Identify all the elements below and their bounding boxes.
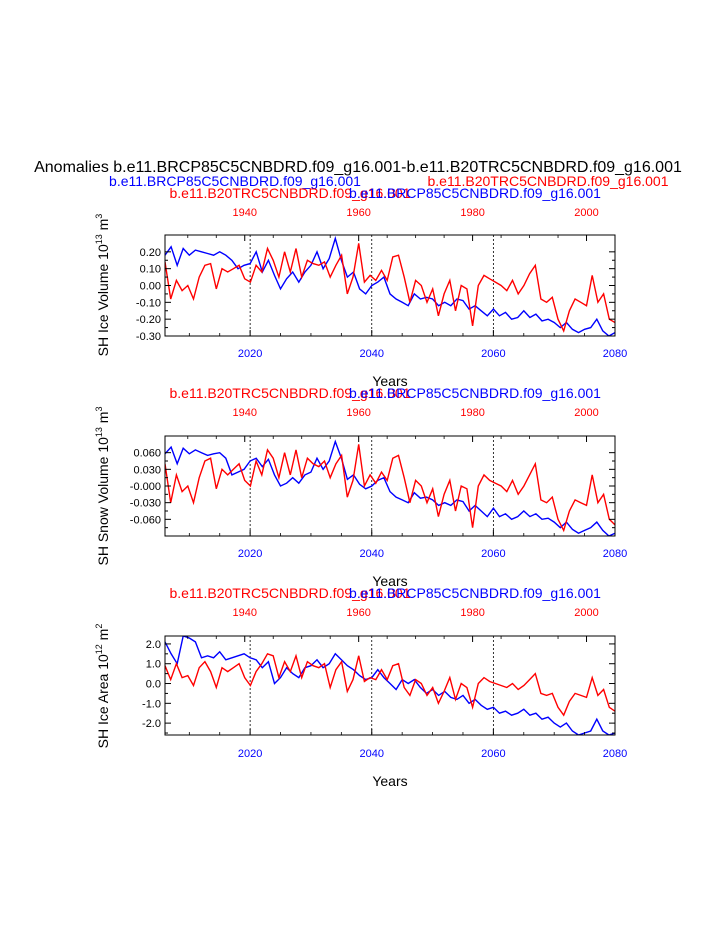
main-title: Anomalies b.e11.BRCP85C5CNBDRD.f09_g16.0… — [34, 159, 682, 176]
y-axis-label: SH Snow Volume 1013 m3 — [94, 407, 111, 566]
header-top-blue-label: b.e11.BRCP85C5CNBDRD.f09_g16.001 — [109, 173, 361, 189]
top-axis-tick-label: 1940 — [233, 207, 257, 219]
y-axis-tick-label: -0.30 — [136, 331, 161, 343]
bottom-axis-tick-label: 2060 — [481, 548, 505, 560]
top-axis-tick-label: 1940 — [233, 607, 257, 619]
y-axis-tick-label: -0.000 — [130, 481, 161, 493]
y-axis-tick-label: -0.20 — [136, 314, 161, 326]
bottom-axis-tick-label: 2080 — [603, 548, 627, 560]
x-axis-label: Years — [372, 773, 407, 789]
top-axis-tick-label: 2000 — [574, 207, 598, 219]
top-axis-tick-label: 2000 — [574, 407, 598, 419]
y-axis-tick-label: -1.0 — [142, 698, 161, 710]
chart-panel-3: b.e11.B20TRC5CNBDRD.f09_g16.001b.e11.BRC… — [94, 585, 627, 789]
top-axis-tick-label: 1980 — [460, 207, 484, 219]
panel-1-blue-series-label: b.e11.BRCP85C5CNBDRD.f09_g16.001 — [349, 185, 601, 201]
y-axis-label-exponent: 13 — [94, 427, 104, 437]
y-axis-label-exponent: 12 — [94, 644, 104, 654]
y-axis-label: SH Ice Area 1012 m2 — [94, 624, 111, 749]
y-axis-label-unit-exponent: 2 — [94, 624, 104, 629]
y-axis-tick-label: -2.0 — [142, 718, 161, 730]
series-line-blue — [165, 235, 615, 336]
top-axis-tick-label: 1940 — [233, 407, 257, 419]
bottom-axis-tick-label: 2020 — [238, 748, 262, 760]
panel-3-blue-series-label: b.e11.BRCP85C5CNBDRD.f09_g16.001 — [349, 585, 601, 601]
bottom-axis-tick-label: 2080 — [603, 748, 627, 760]
y-axis-label-unit: m — [95, 412, 111, 428]
y-axis-label-exponent: 13 — [94, 234, 104, 244]
series-line-red — [165, 243, 615, 333]
bottom-axis-tick-label: 2020 — [238, 548, 262, 560]
y-axis-tick-label: -0.060 — [130, 514, 161, 526]
bottom-axis-tick-label: 2060 — [481, 748, 505, 760]
chart-panel-1: b.e11.B20TRC5CNBDRD.f09_g16.001b.e11.BRC… — [94, 185, 627, 389]
y-axis-tick-label: 2.0 — [146, 639, 161, 651]
x-axis-label: Years — [372, 373, 407, 389]
series-line-blue — [165, 636, 615, 735]
series-line-red — [165, 444, 615, 533]
y-axis-tick-label: 0.00 — [140, 281, 161, 293]
chart-panel-2: b.e11.B20TRC5CNBDRD.f09_g16.001b.e11.BRC… — [94, 385, 627, 589]
y-axis-tick-label: 0.060 — [133, 448, 161, 460]
plot-frame — [164, 435, 616, 537]
top-axis-tick-label: 2000 — [574, 607, 598, 619]
y-axis-label-unit-exponent: 3 — [94, 407, 104, 412]
top-axis-tick-label: 1980 — [460, 607, 484, 619]
bottom-axis-tick-label: 2080 — [603, 348, 627, 360]
top-axis-tick-label: 1960 — [346, 207, 370, 219]
series-line-blue — [165, 439, 615, 536]
y-axis-tick-label: 0.20 — [140, 247, 161, 259]
y-axis-label-base: SH Ice Area 10 — [95, 654, 111, 748]
y-axis-tick-label: 0.10 — [140, 264, 161, 276]
y-axis-label-unit: m — [95, 629, 111, 645]
panels-group: b.e11.B20TRC5CNBDRD.f09_g16.001b.e11.BRC… — [94, 185, 627, 789]
y-axis-tick-label: 0.0 — [146, 679, 161, 691]
y-axis-tick-label: 0.030 — [133, 464, 161, 476]
x-axis-label: Years — [372, 573, 407, 589]
y-axis-label-base: SH Ice Volume 10 — [95, 244, 111, 356]
plot-frame — [164, 635, 616, 736]
bottom-axis-tick-label: 2040 — [360, 348, 384, 360]
panel-1-red-series-label: b.e11.B20TRC5CNBDRD.f09_g16.001 — [170, 185, 411, 201]
plot-frame — [164, 234, 616, 337]
panel-3-red-series-label: b.e11.B20TRC5CNBDRD.f09_g16.001 — [170, 585, 411, 601]
y-axis-tick-label: -0.030 — [130, 498, 161, 510]
y-axis-label-unit: m — [95, 219, 111, 235]
y-axis-label-unit-exponent: 3 — [94, 214, 104, 219]
top-axis-tick-label: 1960 — [346, 407, 370, 419]
panel-2-blue-series-label: b.e11.BRCP85C5CNBDRD.f09_g16.001 — [349, 385, 601, 401]
y-axis-tick-label: 1.0 — [146, 659, 161, 671]
y-axis-label-base: SH Snow Volume 10 — [95, 437, 111, 566]
bottom-axis-tick-label: 2020 — [238, 348, 262, 360]
top-axis-tick-label: 1980 — [460, 407, 484, 419]
series-line-red — [165, 652, 615, 717]
bottom-axis-tick-label: 2040 — [360, 748, 384, 760]
y-axis-label: SH Ice Volume 1013 m3 — [94, 214, 111, 357]
header-top-red-label: b.e11.B20TRC5CNBDRD.f09_g16.001 — [428, 173, 669, 189]
panel-2-red-series-label: b.e11.B20TRC5CNBDRD.f09_g16.001 — [170, 385, 411, 401]
top-axis-tick-label: 1960 — [346, 607, 370, 619]
y-axis-tick-label: -0.10 — [136, 297, 161, 309]
bottom-axis-tick-label: 2040 — [360, 548, 384, 560]
bottom-axis-tick-label: 2060 — [481, 348, 505, 360]
